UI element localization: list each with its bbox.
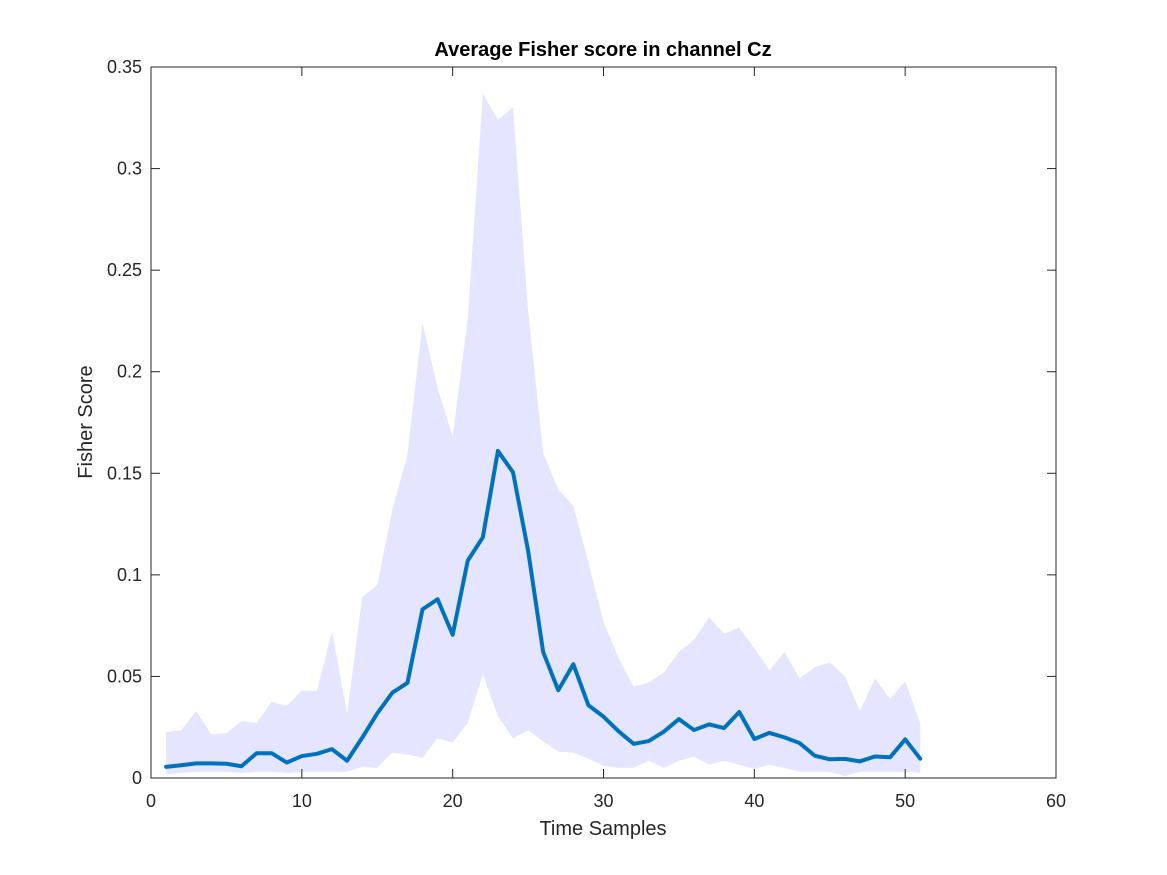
x-tick-label: 60 [1046, 791, 1066, 811]
x-tick-label: 0 [146, 791, 156, 811]
axes: 0 10 20 30 40 50 60 0 0.05 0.1 0.15 0.2 0.25 0.3 0.35 [107, 57, 1066, 811]
x-tick-label: 40 [744, 791, 764, 811]
x-tick-label: 30 [593, 791, 613, 811]
y-tick-label: 0.15 [107, 463, 142, 483]
y-tick-label: 0.3 [117, 159, 142, 179]
x-axis-label: Time Samples [539, 818, 666, 840]
y-tick-label: 0.2 [117, 362, 142, 382]
x-tick-label: 10 [292, 791, 312, 811]
chart-title: Average Fisher score in channel Cz [434, 39, 771, 61]
mean-fisher-score-line [164, 448, 923, 769]
y-axis-label: Fisher Score [75, 365, 97, 478]
y-tick-label: 0.35 [107, 57, 142, 77]
y-tick-label: 0.25 [107, 260, 142, 280]
y-tick-label: 0.05 [107, 666, 142, 686]
y-tick-label: 0 [132, 768, 142, 788]
x-tick-label: 20 [443, 791, 463, 811]
x-tick-label: 50 [895, 791, 915, 811]
y-tick-label: 0.1 [117, 565, 142, 585]
plot-area [164, 93, 923, 776]
